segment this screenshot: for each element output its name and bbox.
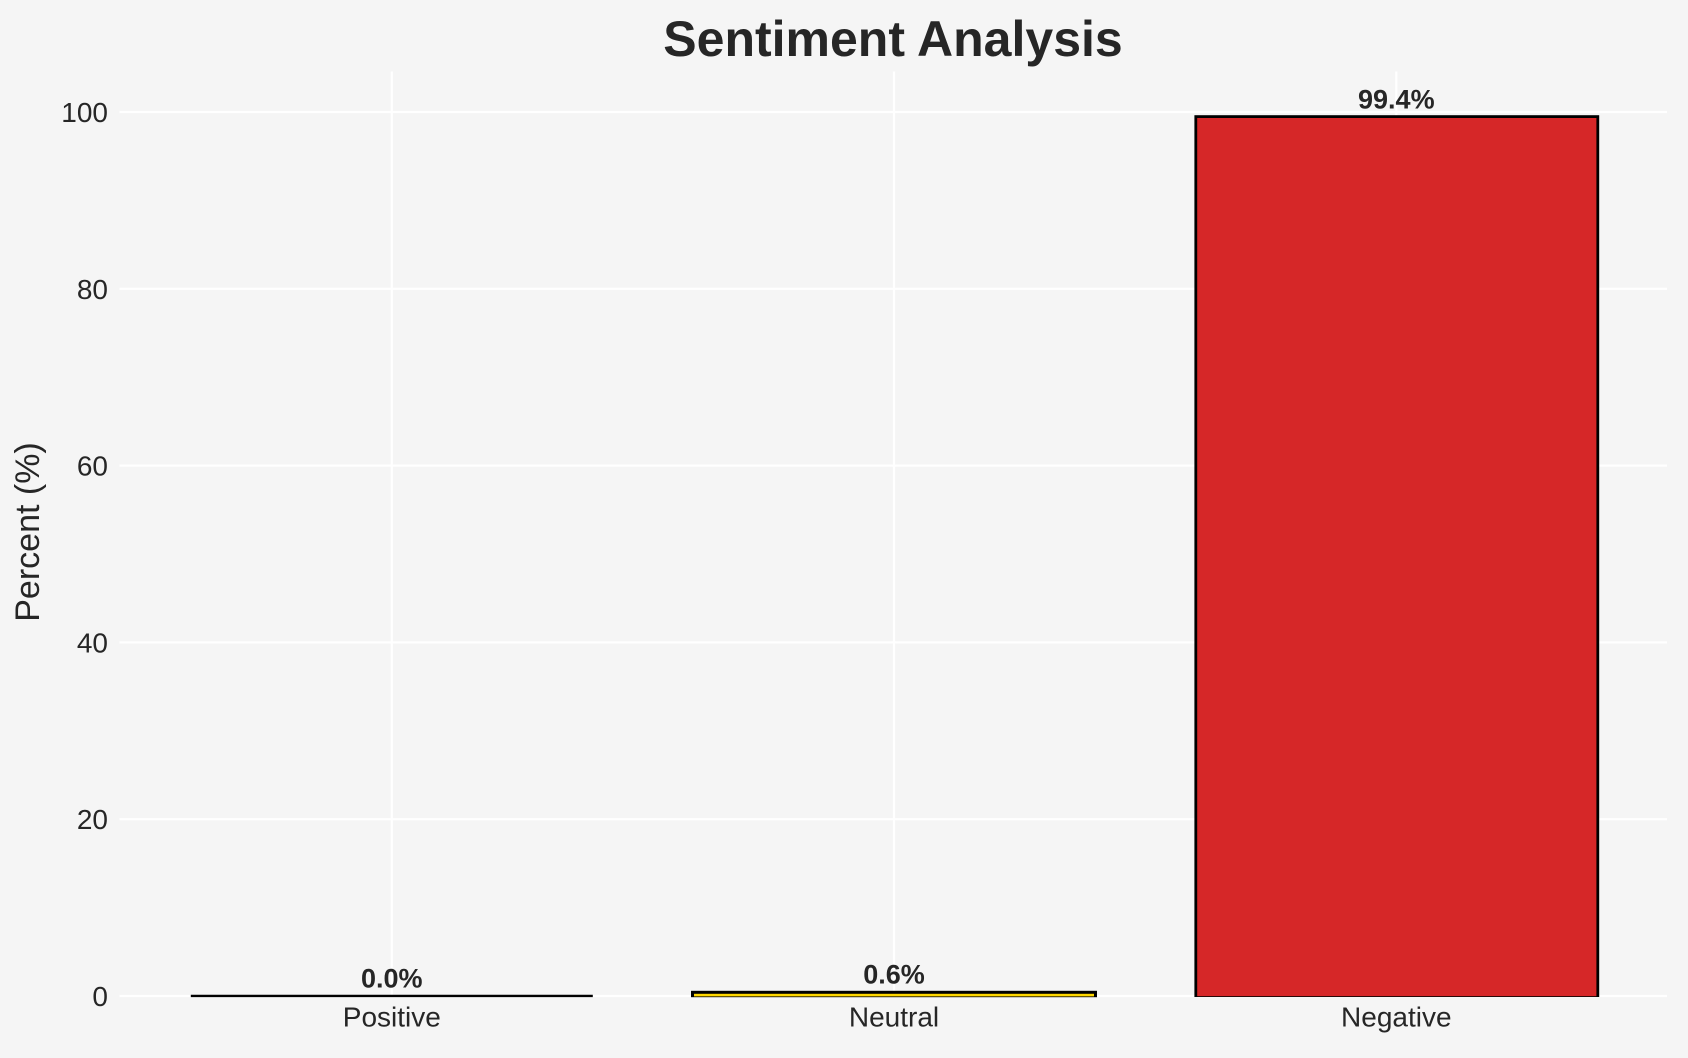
svg-text:99.4%: 99.4% [1358, 85, 1435, 115]
svg-text:40: 40 [77, 627, 108, 658]
svg-text:0.0%: 0.0% [361, 964, 423, 994]
svg-text:20: 20 [77, 804, 108, 835]
svg-text:60: 60 [77, 451, 108, 482]
svg-text:0.6%: 0.6% [863, 960, 925, 990]
svg-text:Neutral: Neutral [849, 1002, 939, 1033]
svg-text:Negative: Negative [1341, 1002, 1452, 1033]
svg-text:Percent (%): Percent (%) [9, 442, 47, 622]
svg-text:0: 0 [92, 981, 108, 1012]
svg-text:Positive: Positive [343, 1002, 441, 1033]
svg-text:80: 80 [77, 274, 108, 305]
svg-text:Sentiment Analysis: Sentiment Analysis [663, 11, 1122, 67]
svg-text:100: 100 [61, 97, 108, 128]
